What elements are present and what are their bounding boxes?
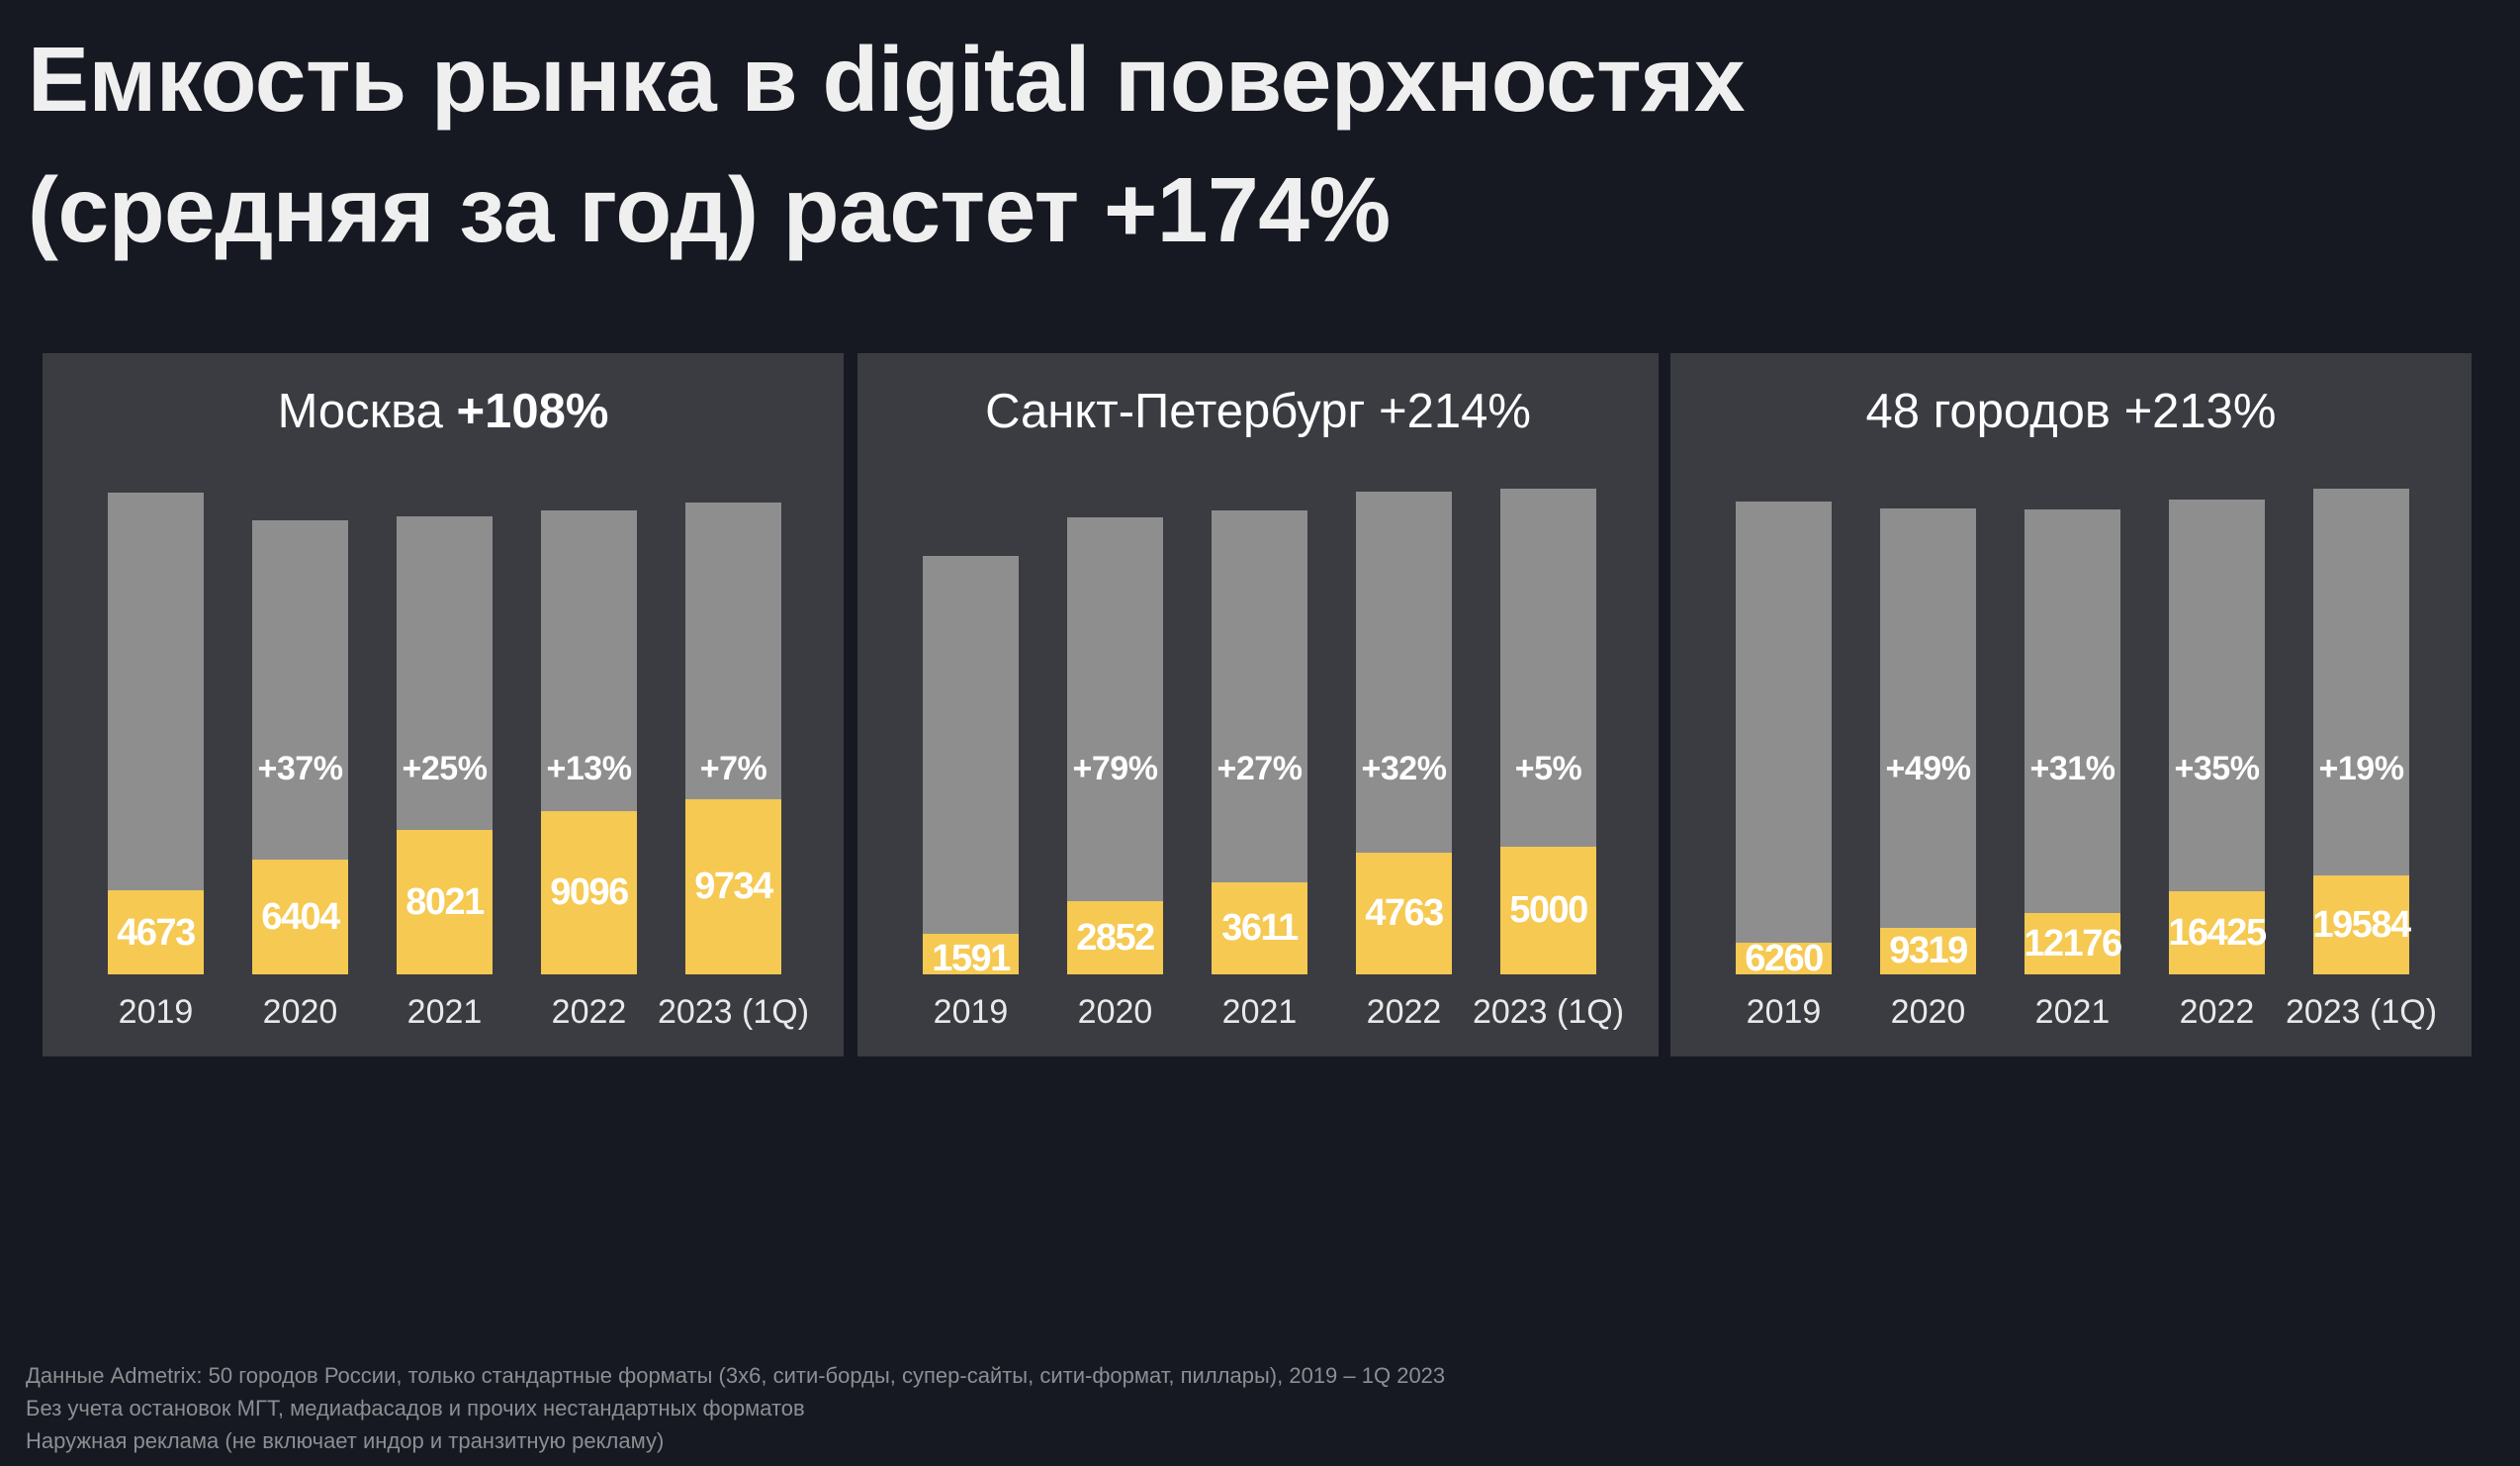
x-tick-label: 2020 xyxy=(1890,993,1966,1031)
footnotes: Данные Admetrix: 50 городов России, толь… xyxy=(26,1359,1445,1457)
chart-panel-moscow: Москва +108% 4673 2019 6404 +37% 2020 8021 +25… xyxy=(43,353,844,1056)
footnote-source: Данные Admetrix: 50 городов России, толь… xyxy=(26,1363,1446,1388)
growth-label: +5% xyxy=(1514,750,1582,787)
bar-digital xyxy=(1500,846,1596,974)
bar-digital xyxy=(397,830,493,974)
bar-digital xyxy=(2169,891,2265,974)
value-label: 16425 xyxy=(2168,912,2267,955)
x-tick-label: 2023 (1Q) xyxy=(2285,993,2438,1031)
chart-panel-48-cities: 48 городов +213% 6260 2019 9319 +49% 2020 121… xyxy=(1670,353,2472,1056)
x-tick-label: 2021 xyxy=(406,993,483,1031)
growth-label: +27% xyxy=(1216,750,1303,787)
x-tick-label: 2023 (1Q) xyxy=(657,993,810,1031)
panel-heading: Москва +108% xyxy=(43,379,844,444)
page-title-line-1: Емкость рынка в digital поверхностях xyxy=(28,28,1746,131)
x-tick-label: 2021 xyxy=(2034,993,2111,1031)
bar-digital xyxy=(541,810,637,974)
value-label: 8021 xyxy=(405,881,485,924)
footnote-exclusions: Без учета остановок МГТ, медиафасадов и … xyxy=(26,1396,805,1420)
chart-panel-spb: Санкт-Петербург +214% 1591 2019 2852 +79% 20… xyxy=(857,353,1659,1056)
bar-total xyxy=(923,555,1019,974)
value-label: 4673 xyxy=(117,911,196,954)
x-tick-label: 2019 xyxy=(933,993,1009,1031)
growth-label: +49% xyxy=(1885,750,1971,787)
bar-digital xyxy=(1736,943,1832,974)
growth-label: +37% xyxy=(257,750,343,787)
page-title: Емкость рынка в digital поверхностях (ср… xyxy=(28,14,1746,275)
bar-digital xyxy=(685,798,781,974)
x-tick-label: 2020 xyxy=(1077,993,1153,1031)
growth-label: +35% xyxy=(2174,750,2260,787)
x-tick-label: 2022 xyxy=(551,993,627,1031)
value-label: 1591 xyxy=(932,938,1011,979)
bar-total xyxy=(1880,508,1976,974)
bar-digital xyxy=(1067,901,1163,974)
panel-heading: Санкт-Петербург +214% xyxy=(857,379,1659,444)
bar-digital xyxy=(1212,881,1307,974)
value-label: 5000 xyxy=(1509,889,1588,932)
value-label: 4763 xyxy=(1365,892,1444,935)
x-tick-label: 2022 xyxy=(2179,993,2255,1031)
x-tick-label: 2019 xyxy=(118,993,194,1031)
bar-total xyxy=(1736,502,1832,974)
value-label: 9096 xyxy=(550,871,629,914)
footnote-scope: Наружная реклама (не включает индор и тр… xyxy=(26,1428,665,1453)
bar-digital xyxy=(108,890,204,974)
panel-heading-city: Москва xyxy=(277,385,443,438)
value-label: 6404 xyxy=(261,895,340,938)
growth-label: +7% xyxy=(699,750,767,787)
panel-heading-city: Санкт-Петербург +214% xyxy=(985,385,1531,438)
growth-label: +79% xyxy=(1072,750,1158,787)
value-label: 6260 xyxy=(1745,938,1824,979)
x-tick-label: 2020 xyxy=(262,993,338,1031)
page-title-line-2: (средняя за год) растет +174% xyxy=(28,158,1391,261)
bar-digital xyxy=(252,859,348,974)
value-label: 3611 xyxy=(1221,907,1299,950)
x-tick-label: 2019 xyxy=(1746,993,1822,1031)
value-label: 9319 xyxy=(1889,930,1968,972)
bar-digital xyxy=(923,933,1019,974)
bar-total xyxy=(2025,509,2120,974)
value-label: 19584 xyxy=(2312,904,2411,947)
growth-label: +25% xyxy=(402,750,488,787)
bar-digital xyxy=(1880,927,1976,974)
bar-digital xyxy=(2025,913,2120,974)
x-tick-label: 2021 xyxy=(1221,993,1298,1031)
bar-digital xyxy=(1356,852,1452,974)
growth-label: +13% xyxy=(546,750,632,787)
value-label: 12176 xyxy=(2024,923,2122,965)
panel-heading-city: 48 городов +213% xyxy=(1865,385,2277,438)
panel-heading: 48 городов +213% xyxy=(1670,379,2472,444)
bar-digital xyxy=(2313,875,2409,974)
x-tick-label: 2023 (1Q) xyxy=(1472,993,1625,1031)
bar-total xyxy=(1067,517,1163,974)
growth-label: +19% xyxy=(2318,750,2404,787)
value-label: 9734 xyxy=(694,866,773,908)
panel-heading-growth: +108% xyxy=(456,385,609,438)
x-tick-label: 2022 xyxy=(1366,993,1442,1031)
growth-label: +32% xyxy=(1361,750,1447,787)
growth-label: +31% xyxy=(2029,750,2115,787)
value-label: 2852 xyxy=(1076,917,1155,960)
